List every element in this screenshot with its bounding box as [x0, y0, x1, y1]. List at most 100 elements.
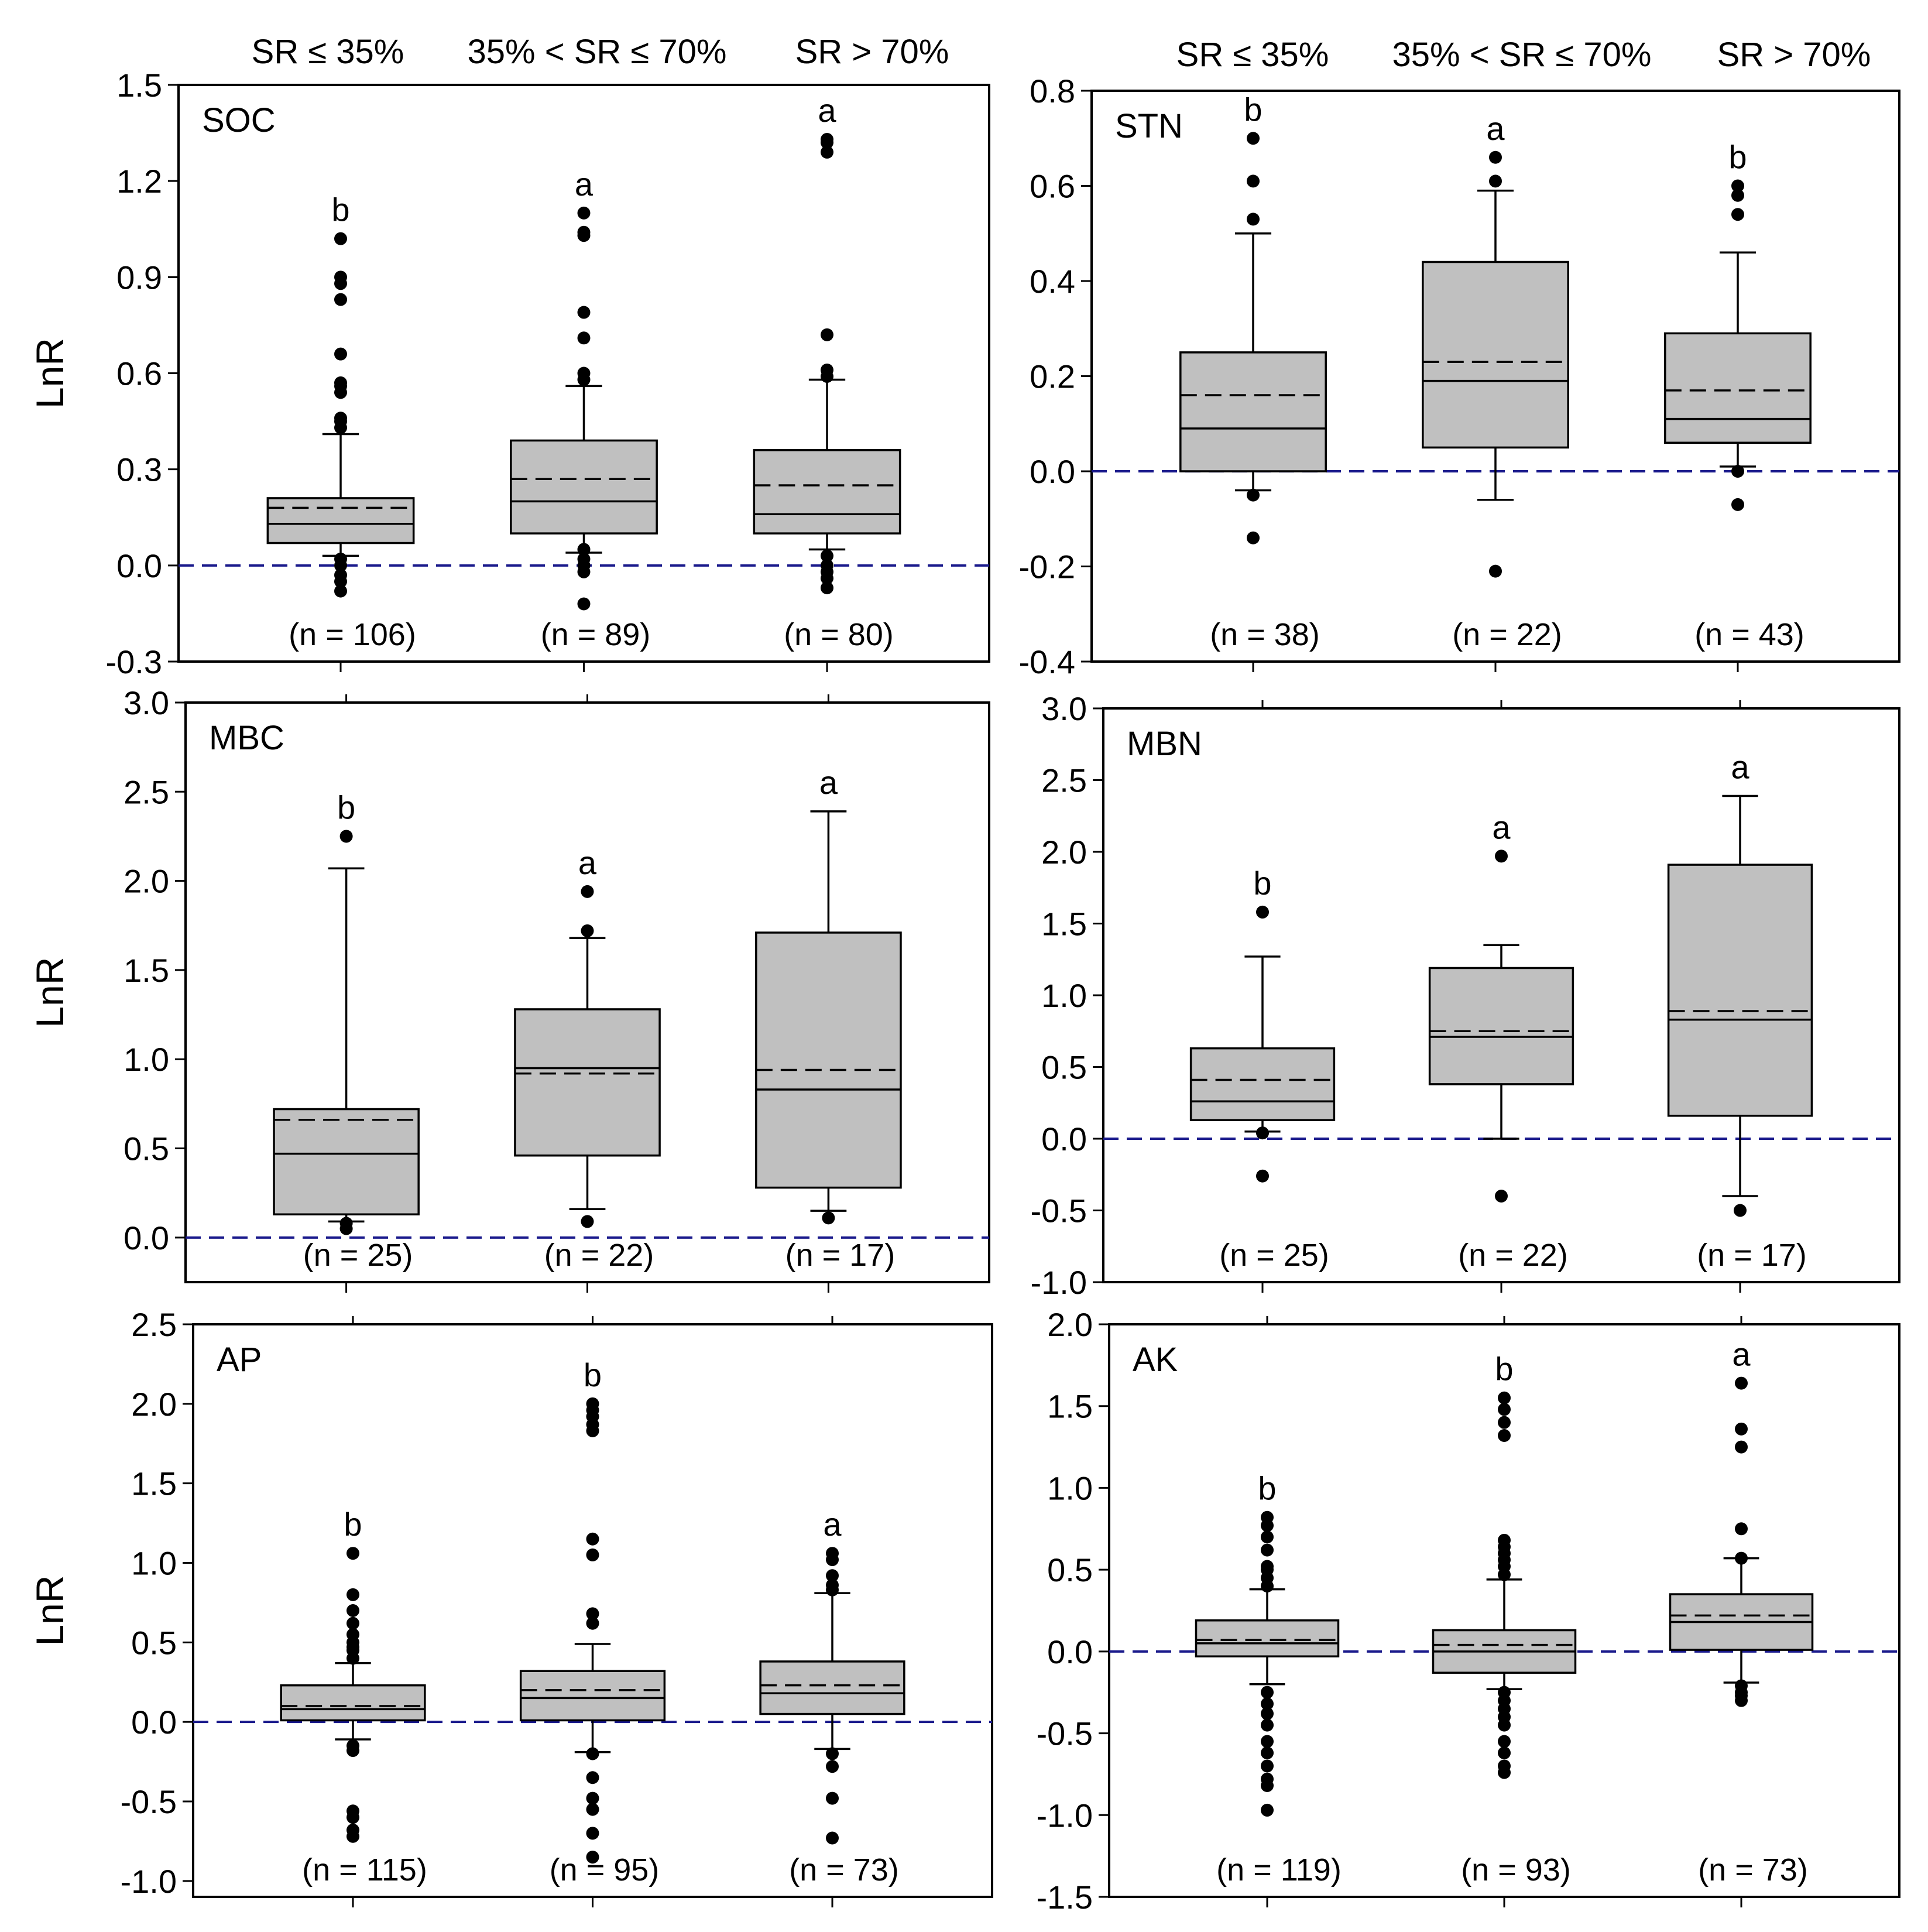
- y-tick-label: 1.0: [123, 1041, 169, 1078]
- outlier-point: [1261, 1707, 1274, 1721]
- y-tick-label: 0.2: [1030, 358, 1075, 395]
- sample-size-label: (n = 22): [1458, 1238, 1568, 1273]
- y-tick-label: 2.0: [1041, 834, 1087, 871]
- box-group: b (n = 25): [1189, 700, 1336, 1293]
- sample-size-label: (n = 119): [1216, 1852, 1342, 1888]
- outlier-point: [1247, 488, 1260, 502]
- outlier-point: [1261, 1759, 1274, 1773]
- outlier-point: [1261, 1543, 1274, 1557]
- outlier-point: [347, 1604, 359, 1617]
- y-tick-label: -0.2: [1019, 549, 1076, 585]
- box-group: b (n = 106): [266, 191, 416, 672]
- panel-label: AK: [1133, 1341, 1178, 1379]
- outlier-point: [1731, 208, 1744, 221]
- iqr-box: [280, 1684, 426, 1722]
- outlier-point: [577, 225, 591, 239]
- outlier-point: [821, 133, 833, 146]
- header-left: SR ≤ 35% 35% < SR ≤ 70% SR > 70%: [252, 33, 949, 71]
- outlier-point: [1735, 1551, 1748, 1565]
- sample-size-label: (n = 43): [1694, 617, 1805, 652]
- y-tick-label: -0.3: [106, 643, 163, 680]
- iqr-box: [266, 497, 415, 544]
- outlier-point: [1498, 1735, 1511, 1748]
- outlier-point: [826, 1547, 839, 1560]
- y-tick-label: 0.5: [1047, 1551, 1093, 1588]
- significance-letter: b: [1728, 139, 1747, 176]
- significance-letter: a: [1732, 1336, 1751, 1373]
- sample-size-label: (n = 38): [1210, 617, 1320, 652]
- outlier-point: [1731, 179, 1744, 193]
- box-group: a (n = 80): [753, 92, 901, 672]
- outlier-point: [586, 1397, 599, 1410]
- outlier-point: [1261, 1686, 1274, 1699]
- iqr-box: [1195, 1619, 1340, 1657]
- outlier-point: [577, 206, 591, 220]
- sample-size-label: (n = 73): [1698, 1852, 1808, 1888]
- outlier-point: [1731, 498, 1744, 511]
- outlier-point: [826, 1747, 839, 1760]
- y-tick-label: 2.5: [131, 1306, 177, 1343]
- y-tick-label: 0.0: [1047, 1633, 1093, 1670]
- iqr-box: [1189, 1047, 1336, 1121]
- box-group: b (n = 43): [1664, 139, 1812, 672]
- outlier-point: [586, 1607, 599, 1621]
- outlier-point: [581, 885, 594, 898]
- iqr-box: [510, 439, 658, 535]
- outlier-point: [1489, 150, 1502, 164]
- y-tick-label: 0.0: [1041, 1121, 1087, 1157]
- iqr-box: [1667, 864, 1813, 1117]
- sample-size-label: (n = 25): [1219, 1238, 1329, 1273]
- outlier-point: [347, 1616, 359, 1630]
- significance-letter: a: [1731, 748, 1749, 785]
- outlier-point: [334, 584, 347, 598]
- outlier-point: [347, 1628, 359, 1641]
- outlier-point: [1489, 174, 1502, 188]
- outlier-point: [577, 552, 591, 566]
- outlier-point: [1489, 564, 1502, 578]
- outlier-point: [1261, 1735, 1274, 1748]
- outlier-point: [1498, 1429, 1511, 1443]
- sample-size-label: (n = 89): [541, 617, 651, 652]
- y-tick-label: -0.5: [1037, 1715, 1093, 1752]
- iqr-box: [1422, 261, 1569, 449]
- significance-letter: a: [578, 844, 597, 881]
- box-group: b (n = 93): [1432, 1316, 1577, 1907]
- significance-letter: a: [823, 1506, 842, 1543]
- header-right-label: SR > 70%: [1717, 36, 1871, 74]
- outlier-point: [577, 543, 591, 556]
- outlier-point: [577, 597, 591, 611]
- outlier-point: [1498, 1416, 1511, 1429]
- outlier-point: [1498, 1391, 1511, 1405]
- y-tick-label: 0.0: [123, 1220, 169, 1256]
- outlier-point: [586, 1827, 599, 1840]
- sample-size-label: (n = 80): [784, 617, 894, 652]
- outlier-point: [581, 924, 594, 937]
- panel-soc: 1.5 1.2 0.9 0.6 0.3 0.0 -0.3 LnR SOC b (n = 106) a (…: [28, 67, 990, 680]
- outlier-point: [347, 1739, 359, 1752]
- y-axis-label: LnR: [28, 957, 71, 1027]
- y-tick-label: 0.8: [1030, 73, 1075, 109]
- significance-letter: b: [1258, 1470, 1276, 1507]
- sample-size-label: (n = 73): [789, 1852, 899, 1888]
- outlier-point: [1256, 905, 1269, 919]
- y-tick-label: 0.6: [1030, 168, 1075, 205]
- y-tick-label: -1.0: [121, 1863, 177, 1900]
- outlier-point: [577, 366, 591, 380]
- outlier-point: [821, 549, 833, 563]
- sample-size-label: (n = 22): [544, 1238, 654, 1273]
- iqr-box: [755, 931, 902, 1189]
- sample-size-label: (n = 25): [303, 1238, 413, 1273]
- y-tick-label: 2.0: [1047, 1306, 1093, 1343]
- panel-label: STN: [1115, 107, 1183, 145]
- iqr-box: [1664, 332, 1812, 444]
- y-axis-label: LnR: [28, 338, 71, 409]
- outlier-point: [1256, 1126, 1269, 1140]
- outlier-point: [1261, 1510, 1274, 1524]
- outlier-point: [586, 1791, 599, 1805]
- y-tick-label: 0.0: [131, 1704, 177, 1741]
- outlier-point: [577, 331, 591, 345]
- y-tick-label: 1.0: [1047, 1469, 1093, 1506]
- outlier-point: [339, 1217, 353, 1230]
- significance-letter: a: [819, 764, 838, 801]
- panel-label: AP: [217, 1341, 262, 1379]
